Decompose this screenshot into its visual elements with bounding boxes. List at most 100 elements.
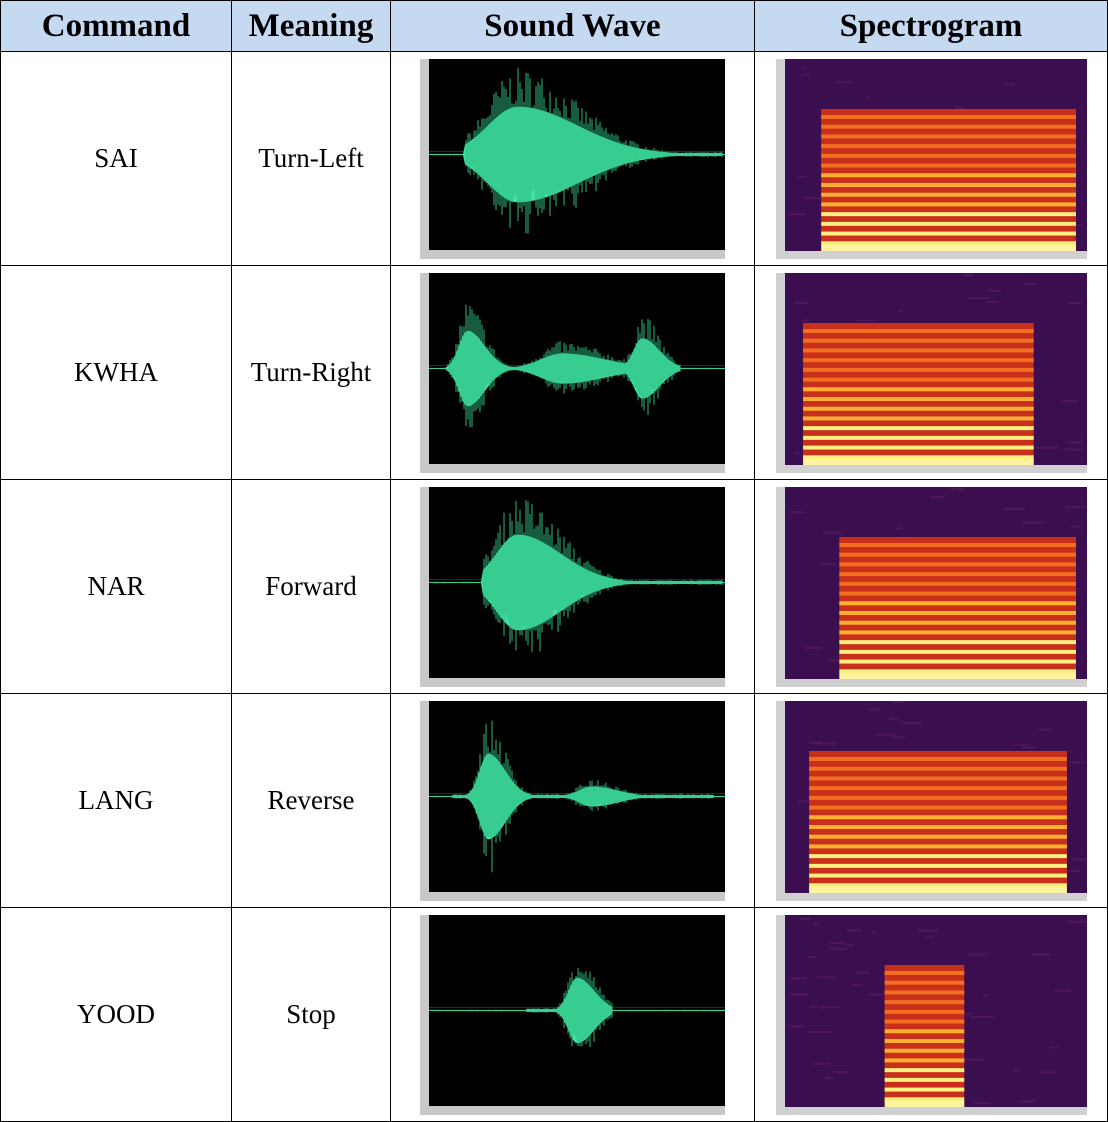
spec-noise [790,1025,803,1027]
spec-harmonic [809,766,1067,770]
spec-harmonic [884,1068,964,1072]
spec-noise [1030,1099,1036,1101]
spec-noise [832,1071,848,1073]
header-cell: Spectrogram [755,1,1108,52]
spec-noise [1065,869,1079,871]
wave-cell [391,52,755,266]
spec-noise [1019,1100,1033,1102]
spec-harmonic [884,1087,964,1091]
table-row: LANGReverse [1,694,1108,908]
wave-axis-left [420,59,429,259]
spectrogram-image [776,487,1087,687]
spec-noise [982,994,988,996]
header-cell: Command [1,1,232,52]
spec-harmonic [803,377,1034,381]
spec-harmonic [821,221,1076,225]
wave-axis-left [420,701,429,901]
spec-noise [846,929,860,931]
spec-noise [1004,507,1024,509]
wave-cell [391,266,755,480]
spec-noise [822,531,842,533]
spec-noise [1066,441,1081,443]
spec-noise [829,947,848,949]
spec-noise [852,983,862,985]
spec-noise [868,708,880,710]
spec-harmonic [803,397,1034,401]
spec-harmonic [884,1058,964,1062]
spec-noise [986,300,998,302]
spec-noise [930,496,943,498]
spec-noise [1013,1069,1020,1071]
meaning-cell: Turn-Right [232,266,391,480]
spec-noise [794,451,800,453]
spec-energy [803,323,1034,465]
spectrogram-image [776,701,1087,901]
spec-harmonic [884,1077,964,1081]
spec-noise [901,721,921,723]
spec-noise [827,659,839,661]
spec-noise [800,917,811,919]
spec-noise [798,175,806,177]
spec-axis-left [776,487,785,687]
spec-harmonic [809,805,1067,809]
spec-noise [1038,728,1053,730]
spec-noise [806,956,815,958]
wave-cell [391,480,755,694]
spec-noise [808,1031,831,1033]
command-cell: KWHA [1,266,232,480]
spec-harmonic [821,163,1076,167]
spec-harmonic [839,630,1076,634]
spec-harmonic [803,416,1034,420]
meaning-cell: Forward [232,480,391,694]
spec-noise [791,977,807,979]
spec-harmonic [839,611,1076,615]
wave-axis-bottom [420,892,725,901]
command-cell: NAR [1,480,232,694]
spec-harmonic [884,1019,964,1023]
spec-noise [926,935,933,937]
spec-noise [1003,83,1014,85]
spec-noise [973,1102,990,1104]
spec-noise [865,96,870,98]
wave-bg [420,701,725,901]
spec-harmonic [809,863,1067,867]
spec-noise [835,81,852,83]
spec-harmonic [821,153,1076,157]
spec-axis-left [776,915,785,1115]
spec-harmonic [809,815,1067,819]
spec-harmonic [839,543,1076,547]
spec-harmonic [803,445,1034,449]
spec-noise [888,717,897,719]
spec-harmonic [821,144,1076,148]
spec-noise [917,929,937,931]
command-cell: LANG [1,694,232,908]
spec-noise [963,274,973,276]
spec-axis-left [776,701,785,901]
spec-noise [957,489,964,491]
spec-harmonic [809,834,1067,838]
meaning-cell: Turn-Left [232,52,391,266]
spec-harmonic [839,640,1076,644]
spec-axis-bottom [776,465,1087,473]
spec-harmonic [839,601,1076,605]
command-table: Command Meaning Sound Wave Spectrogram S… [0,0,1108,1122]
spec-base [809,887,1067,893]
wave-axis-bottom [420,250,725,259]
spec-noise [1064,448,1082,450]
spec-noise [968,297,990,299]
spec-noise [800,67,806,69]
spec-noise [825,1077,834,1079]
spec-harmonic [803,338,1034,342]
spec-noise [830,941,846,943]
spec-harmonic [809,883,1067,887]
spec-noise [802,319,809,321]
meaning-cell: Stop [232,908,391,1122]
wave-axis-bottom [420,464,725,473]
meaning-cell: Reverse [232,694,391,908]
spec-noise [1032,953,1051,955]
sound-wave-image [420,701,725,901]
spec-noise [856,319,874,321]
